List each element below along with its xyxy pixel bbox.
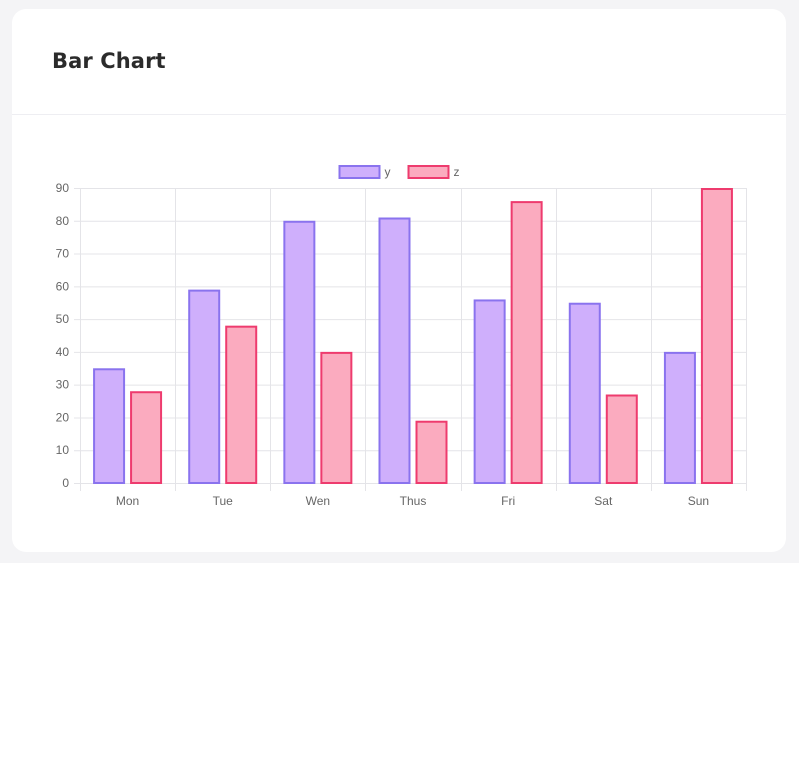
bar-z-wen[interactable] <box>320 351 353 484</box>
x-tick-label: Sun <box>688 494 709 508</box>
legend-label: z <box>454 165 460 179</box>
bar-z-mon[interactable] <box>130 391 163 485</box>
bars <box>93 188 733 485</box>
bar-z-fri[interactable] <box>510 201 543 484</box>
x-tick-label: Fri <box>501 494 515 508</box>
bar-y-thus[interactable] <box>378 217 411 484</box>
y-tick-label: 50 <box>56 312 70 326</box>
bar-y-mon[interactable] <box>93 368 126 484</box>
y-tick-label: 20 <box>56 410 70 424</box>
chart-container: 0 10 20 30 40 50 60 70 80 90 Mon Tue Wen Thus Fri Sat S… <box>12 9 786 552</box>
x-tick-label: Sat <box>594 494 613 508</box>
y-tick-label: 0 <box>62 476 69 490</box>
legend-label: y <box>385 165 391 179</box>
bar-chart: 0 10 20 30 40 50 60 70 80 90 Mon Tue Wen Thus Fri Sat S… <box>56 165 747 508</box>
y-tick-label: 90 <box>56 181 70 195</box>
bar-y-sun[interactable] <box>663 351 696 484</box>
bar-z-thus[interactable] <box>415 420 448 485</box>
legend-swatch <box>338 165 381 179</box>
x-tick-label: Tue <box>213 494 234 508</box>
y-tick-label: 70 <box>56 247 70 261</box>
legend-swatch <box>407 165 450 179</box>
x-tick-label: Thus <box>400 494 427 508</box>
legend-item-y[interactable]: y <box>338 165 391 179</box>
bar-z-sat[interactable] <box>605 394 638 484</box>
bar-y-fri[interactable] <box>473 299 506 485</box>
card-title: Bar Chart <box>52 48 166 73</box>
bar-z-tue[interactable] <box>225 325 258 484</box>
x-tick-label: Mon <box>116 494 139 508</box>
bar-y-tue[interactable] <box>188 289 221 484</box>
y-tick-label: 30 <box>56 378 70 392</box>
legend-item-z[interactable]: z <box>407 165 460 179</box>
y-axis-ticks: 0 10 20 30 40 50 60 70 80 90 <box>56 181 70 490</box>
y-tick-label: 10 <box>56 443 70 457</box>
chart-card: Bar Chart 0 10 20 30 40 50 60 70 80 90 Mon Tue Wen T… <box>12 9 786 552</box>
bar-y-sat[interactable] <box>568 302 601 484</box>
card-header: Bar Chart <box>12 9 786 115</box>
y-tick-label: 80 <box>56 214 70 228</box>
bar-z-sun[interactable] <box>700 188 733 484</box>
bar-y-wen[interactable] <box>283 220 316 484</box>
x-tick-label: Wen <box>306 494 330 508</box>
y-tick-label: 60 <box>56 279 70 293</box>
y-tick-label: 40 <box>56 345 70 359</box>
x-axis-ticks: Mon Tue Wen Thus Fri Sat Sun <box>116 494 709 508</box>
